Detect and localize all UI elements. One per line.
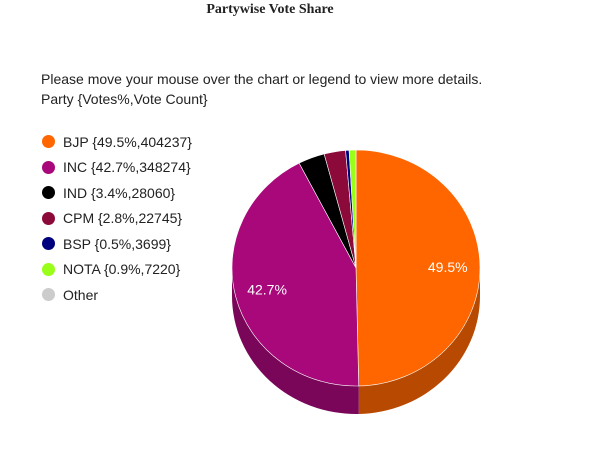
legend-dot-bsp [42,237,55,251]
legend-label-ind: IND {3.4%,28060} [63,184,176,201]
legend-item-bjp[interactable]: BJP {49.5%,404237} [42,129,192,155]
legend-dot-nota [42,262,55,276]
legend: BJP {49.5%,404237} INC {42.7%,348274} IN… [42,129,192,308]
legend-format-text: Party {Votes%,Vote Count} [41,91,208,107]
legend-label-bsp: BSP {0.5%,3699} [63,235,171,252]
instructions: Please move your mouse over the chart or… [41,69,482,109]
legend-label-other: Other [63,286,99,303]
legend-label-nota: NOTA {0.9%,7220} [63,261,181,278]
data-label-bjp: 49.5% [428,259,468,275]
legend-dot-inc [42,160,55,174]
pie-side-bjp [358,268,480,414]
legend-item-bsp[interactable]: BSP {0.5%,3699} [42,231,192,257]
instructions-text: Please move your mouse over the chart or… [41,71,483,87]
pie-slice-inc[interactable] [231,162,360,387]
legend-label-inc: INC {42.7%,348274} [63,159,191,176]
chart-title: Partywise Vote Share [206,2,334,17]
legend-item-ind[interactable]: IND {3.4%,28060} [42,180,192,206]
legend-item-cpm[interactable]: CPM {2.8%,22745} [42,206,192,232]
legend-dot-other [42,288,55,302]
pie-slice-nota[interactable] [348,149,357,269]
legend-item-other[interactable]: Other [42,282,192,308]
legend-dot-ind [42,186,55,200]
legend-dot-bjp [42,135,55,149]
legend-label-bjp: BJP {49.5%,404237} [63,133,192,150]
legend-item-nota[interactable]: NOTA {0.9%,7220} [42,257,192,283]
legend-item-inc[interactable]: INC {42.7%,348274} [42,155,192,181]
pie-slice-bjp[interactable] [355,149,481,387]
legend-label-cpm: CPM {2.8%,22745} [63,210,183,227]
legend-dot-cpm [42,211,55,225]
data-label-inc: 42.7% [247,282,287,298]
pie-side-inc [232,268,359,414]
